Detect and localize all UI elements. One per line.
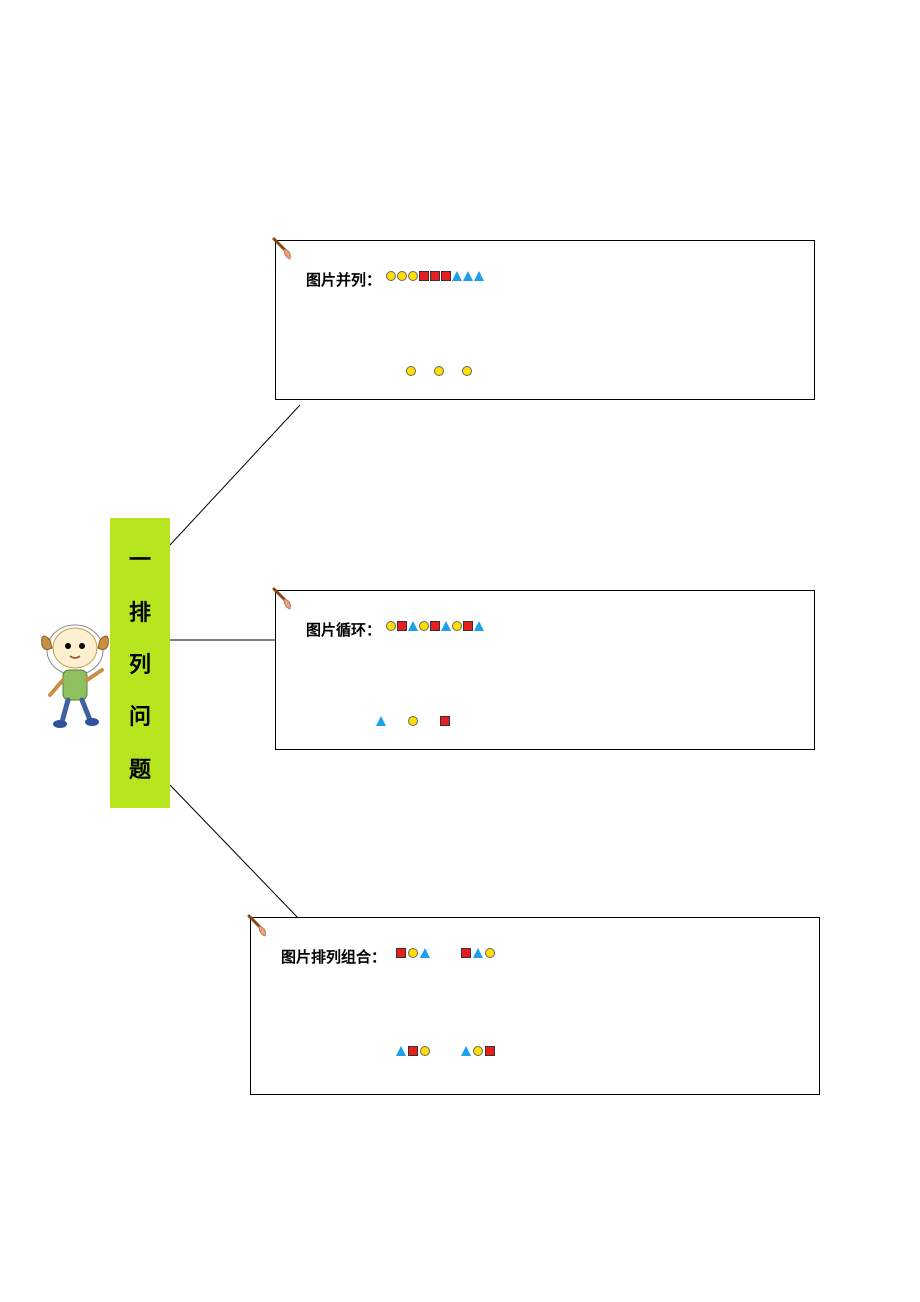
title-box: 一排列问题 — [110, 518, 170, 808]
circle-shape — [420, 1046, 430, 1056]
box3-row2b — [461, 1046, 495, 1056]
box3-row2a — [396, 1046, 430, 1056]
box-label: 图片并列： — [306, 269, 381, 290]
triangle-shape — [408, 621, 418, 631]
box3-row1a — [396, 948, 430, 958]
box-label: 图片循环： — [306, 619, 381, 640]
circle-shape — [408, 271, 418, 281]
square-shape — [461, 948, 471, 958]
circle-shape — [419, 621, 429, 631]
box2-row2 — [376, 716, 450, 726]
box2-row1 — [386, 621, 484, 631]
triangle-shape — [463, 271, 473, 281]
circle-shape — [406, 366, 416, 376]
square-shape — [485, 1046, 495, 1056]
triangle-shape — [452, 271, 462, 281]
triangle-shape — [461, 1046, 471, 1056]
triangle-shape — [441, 621, 451, 631]
circle-shape — [408, 716, 418, 726]
square-shape — [419, 271, 429, 281]
mascot-image — [30, 610, 120, 730]
triangle-shape — [420, 948, 430, 958]
square-shape — [396, 948, 406, 958]
diagram-canvas: 一排列问题 图片并列： 图片循环： 图片排列组合： — [0, 0, 920, 1302]
title-char: 列 — [129, 647, 151, 679]
title-char: 一 — [129, 542, 151, 574]
box1-row2 — [406, 366, 472, 376]
square-shape — [430, 271, 440, 281]
box-parallel: 图片并列： — [275, 240, 815, 400]
triangle-shape — [396, 1046, 406, 1056]
box-cycle: 图片循环： — [275, 590, 815, 750]
square-shape — [397, 621, 407, 631]
circle-shape — [485, 948, 495, 958]
square-shape — [463, 621, 473, 631]
circle-shape — [408, 948, 418, 958]
circle-shape — [434, 366, 444, 376]
box3-row1b — [461, 948, 495, 958]
triangle-shape — [376, 716, 386, 726]
title-char: 题 — [129, 752, 151, 784]
circle-shape — [462, 366, 472, 376]
triangle-shape — [474, 271, 484, 281]
triangle-shape — [474, 621, 484, 631]
box-combination: 图片排列组合： — [250, 917, 820, 1095]
title-char: 排 — [129, 595, 151, 627]
box1-row1 — [386, 271, 484, 281]
circle-shape — [386, 271, 396, 281]
circle-shape — [473, 1046, 483, 1056]
box-label: 图片排列组合： — [281, 946, 386, 967]
circle-shape — [386, 621, 396, 631]
circle-shape — [397, 271, 407, 281]
square-shape — [440, 716, 450, 726]
square-shape — [408, 1046, 418, 1056]
circle-shape — [452, 621, 462, 631]
triangle-shape — [473, 948, 483, 958]
title-char: 问 — [129, 699, 151, 731]
square-shape — [430, 621, 440, 631]
square-shape — [441, 271, 451, 281]
